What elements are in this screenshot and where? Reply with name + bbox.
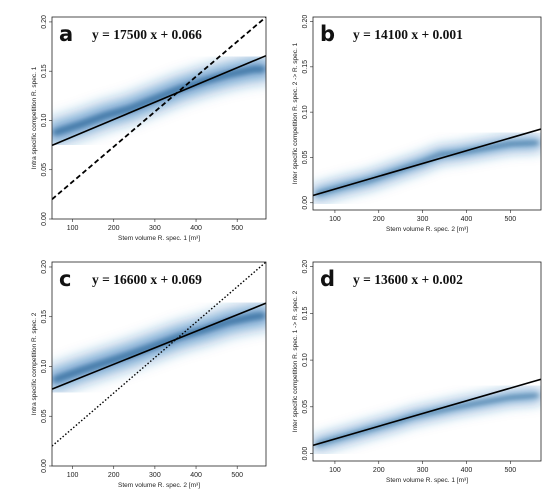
regression-line bbox=[52, 54, 266, 147]
x-tick-label: 500 bbox=[231, 472, 243, 479]
x-tick-label: 100 bbox=[67, 225, 79, 232]
x-axis-label: Stem volume R. spec. 1 [m³] bbox=[118, 235, 200, 242]
y-tick-label: 0.15 bbox=[41, 64, 48, 78]
x-tick-label: 300 bbox=[417, 216, 429, 223]
x-axis-label: Stem volume R. spec. 2 [m³] bbox=[386, 226, 468, 233]
x-tick-label: 400 bbox=[461, 467, 473, 474]
x-tick-label: 400 bbox=[461, 216, 473, 223]
y-tick-label: 0.05 bbox=[302, 151, 309, 165]
y-tick-label: 0.10 bbox=[41, 360, 48, 374]
x-tick-label: 100 bbox=[67, 472, 79, 479]
x-tick-label: 300 bbox=[149, 225, 161, 232]
x-tick-label: 200 bbox=[373, 467, 385, 474]
y-tick-label: 0.00 bbox=[41, 212, 48, 226]
y-tick-label: 0.10 bbox=[302, 353, 309, 367]
plot-area bbox=[313, 378, 541, 453]
y-tick-label: 0.20 bbox=[302, 260, 309, 274]
x-tick-label: 300 bbox=[149, 472, 161, 479]
y-tick-label: 0.20 bbox=[41, 260, 48, 274]
plot-frame bbox=[51, 261, 267, 467]
x-tick-label: 500 bbox=[504, 467, 516, 474]
x-tick-label: 500 bbox=[231, 225, 243, 232]
y-axis-label: Intra specific competition R. spec. 2 bbox=[31, 312, 38, 415]
regression-equation: y = 14100 x + 0.001 bbox=[353, 27, 463, 42]
panel-letter: d bbox=[320, 267, 335, 291]
y-tick-label: 0.15 bbox=[41, 310, 48, 324]
y-tick-label: 0.15 bbox=[302, 306, 309, 320]
regression-equation: y = 13600 x + 0.002 bbox=[353, 272, 463, 287]
x-tick-label: 200 bbox=[108, 472, 120, 479]
density-core bbox=[52, 312, 266, 383]
plot-frame bbox=[312, 16, 542, 211]
plot-frame bbox=[51, 16, 267, 220]
y-tick-label: 0.20 bbox=[41, 15, 48, 29]
plot-area bbox=[313, 128, 541, 204]
panel-letter: a bbox=[59, 22, 73, 46]
y-tick-label: 0.10 bbox=[41, 114, 48, 128]
density-core bbox=[52, 65, 266, 136]
y-tick-label: 0.05 bbox=[41, 409, 48, 423]
density-cloud bbox=[313, 387, 541, 453]
y-axis-label: Inter specific competition R. spec. 1 ->… bbox=[292, 290, 299, 432]
panel-d: 100 200 300 400 500 0.00 0.05 0.10 0.15 0.20 Stem … bbox=[292, 260, 542, 484]
x-tick-label: 400 bbox=[190, 225, 202, 232]
y-tick-label: 0.10 bbox=[302, 105, 309, 119]
x-tick-label: 100 bbox=[329, 467, 341, 474]
panel-c: 100 200 300 400 500 0.00 0.05 0.10 0.15 0.20 Stem … bbox=[31, 260, 267, 489]
x-axis-label: Stem volume R. spec. 2 [m³] bbox=[118, 482, 200, 489]
regression-line bbox=[52, 302, 266, 390]
panel-letter: b bbox=[320, 22, 335, 46]
plot-frame bbox=[312, 261, 542, 462]
plot-area bbox=[52, 17, 266, 200]
reference-line bbox=[52, 262, 266, 447]
y-tick-label: 0.00 bbox=[41, 459, 48, 473]
panel-a: 100 200 300 400 500 0.00 0.05 0.10 0.15 0.20 Stem … bbox=[31, 15, 267, 242]
reference-line bbox=[52, 17, 266, 200]
x-tick-label: 400 bbox=[190, 472, 202, 479]
regression-line bbox=[313, 378, 541, 447]
x-tick-label: 200 bbox=[108, 225, 120, 232]
x-axis-label: Stem volume R. spec. 1 [m³] bbox=[386, 477, 468, 484]
plot-area bbox=[52, 262, 266, 447]
y-axis-label: Inter specific competition R. spec. 2 ->… bbox=[292, 42, 299, 184]
y-tick-label: 0.15 bbox=[302, 60, 309, 74]
x-tick-label: 100 bbox=[329, 216, 341, 223]
x-tick-label: 500 bbox=[504, 216, 516, 223]
y-tick-label: 0.05 bbox=[41, 163, 48, 177]
regression-equation: y = 16600 x + 0.069 bbox=[92, 272, 202, 287]
panel-b: 100 200 300 400 500 0.00 0.05 0.10 0.15 0.20 Stem … bbox=[292, 15, 542, 233]
x-tick-label: 300 bbox=[417, 467, 429, 474]
x-tick-label: 200 bbox=[373, 216, 385, 223]
y-tick-label: 0.00 bbox=[302, 447, 309, 461]
panel-letter: c bbox=[59, 267, 71, 291]
regression-equation: y = 17500 x + 0.066 bbox=[92, 27, 202, 42]
y-tick-label: 0.00 bbox=[302, 196, 309, 210]
regression-line bbox=[313, 128, 541, 197]
y-axis-label: Intra specific competition R. spec. 1 bbox=[31, 66, 38, 169]
y-tick-label: 0.05 bbox=[302, 400, 309, 414]
y-tick-label: 0.20 bbox=[302, 15, 309, 29]
